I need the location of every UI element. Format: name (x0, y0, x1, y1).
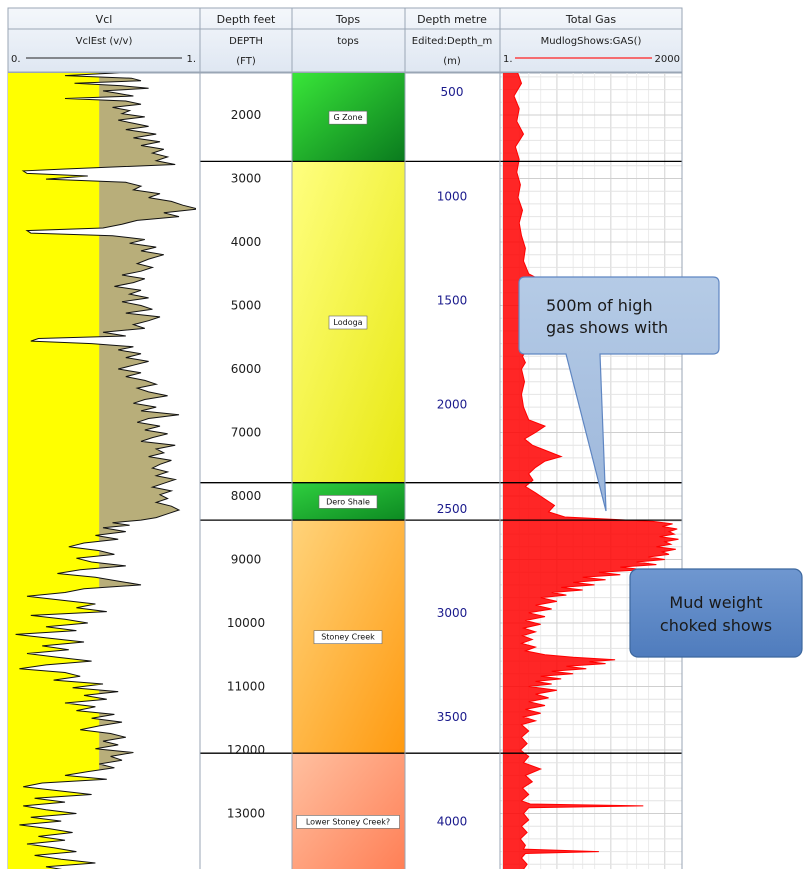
depth-ft-unit: (FT) (236, 56, 256, 67)
tops-label-lodoga: Lodoga (333, 318, 362, 327)
tops-label-stoney-creek: Stoney Creek (321, 633, 375, 642)
gas-scale-left: 1. (503, 54, 513, 65)
depth-m-label: 2500 (437, 502, 468, 516)
gas-scale-right: 2000 (655, 54, 680, 65)
tops-label-dero-shale: Dero Shale (326, 497, 370, 506)
tops-track: G Zone Lodoga Dero Shale Stoney Creek Lower … (200, 73, 682, 869)
depth-m-label: 2000 (437, 398, 468, 412)
callout-gas-shows: 500m of high gas shows with (518, 276, 720, 512)
vcl-track-title: Vcl (96, 13, 113, 26)
depth-ft-label: 7000 (231, 426, 262, 440)
tops-zone-lower-stoney-creek (292, 753, 405, 869)
depth-ft-label: 5000 (231, 299, 262, 313)
total-gas-track-title: Total Gas (565, 13, 616, 26)
vcl-scale-left: 0. (11, 54, 21, 65)
callout-gas-shows-bubble (518, 276, 720, 512)
vcl-shale-fill (99, 73, 196, 780)
tops-label-box-g-zone (328, 110, 368, 125)
depth-ft-label: 12000 (227, 743, 265, 757)
callout-mud-weight-line-2: choked shows (660, 616, 772, 635)
tops-label-lower-stoney-creek: Lower Stoney Creek? (306, 817, 390, 826)
depth-ft-label: 10000 (227, 616, 265, 630)
depth-ft-label: 6000 (231, 362, 262, 376)
depth-ft-curve-name: DEPTH (229, 36, 263, 47)
vcl-curve-name: VclEst (v/v) (76, 36, 133, 47)
depth-ft-label: 3000 (231, 172, 262, 186)
depth-feet-track: 2000 3000 4000 5000 6000 7000 8000 9000 10000 110… (227, 108, 265, 821)
depth-m-unit: (m) (443, 56, 461, 67)
tops-curve-name: tops (337, 36, 359, 47)
tops-track-title: Tops (335, 13, 361, 26)
depth-m-label: 500 (441, 85, 464, 99)
log-header: Vcl Depth feet Tops Depth metre Total Ga… (7, 7, 683, 73)
depth-metre-track-title: Depth metre (417, 13, 487, 26)
tops-label-box-stoney-creek (313, 630, 383, 644)
depth-m-label: 3000 (437, 606, 468, 620)
depth-feet-track-title: Depth feet (217, 13, 276, 26)
depth-ft-label: 8000 (231, 489, 262, 503)
depth-ft-label: 9000 (231, 553, 262, 567)
depth-ft-label: 11000 (227, 680, 265, 694)
tops-label-g-zone: G Zone (333, 113, 362, 122)
gas-fill (503, 73, 679, 869)
track-separators (199, 73, 683, 869)
depth-ft-label: 2000 (231, 108, 262, 122)
vcl-track (8, 73, 196, 869)
depth-ft-label: 13000 (227, 807, 265, 821)
gas-curve-name: MudlogShows:GAS() (541, 36, 642, 47)
vcl-curve (15, 73, 196, 869)
depth-m-label: 1500 (437, 294, 468, 308)
tops-label-box-dero-shale (318, 495, 378, 509)
vcl-scale-right: 1. (186, 54, 196, 65)
callout-mud-weight-line-1: Mud weight (669, 593, 762, 612)
callout-gas-shows-line-2: gas shows with (546, 318, 668, 337)
tops-label-box-lodoga (328, 315, 368, 330)
depth-m-label: 3500 (437, 710, 468, 724)
depth-m-label: 1000 (437, 189, 468, 203)
callout-mud-weight-box (629, 568, 803, 658)
depth-ft-label: 4000 (231, 235, 262, 249)
depth-m-curve-name: Edited:Depth_m (412, 36, 492, 47)
callout-gas-shows-line-1: 500m of high (546, 296, 653, 315)
tops-label-box-lower-stoney-creek (296, 815, 400, 829)
callout-mud-weight: Mud weight choked shows (629, 568, 803, 658)
depth-m-label: 4000 (437, 814, 468, 828)
depth-metre-track: 500 1000 1500 2000 2500 3000 3500 4000 (437, 85, 468, 828)
